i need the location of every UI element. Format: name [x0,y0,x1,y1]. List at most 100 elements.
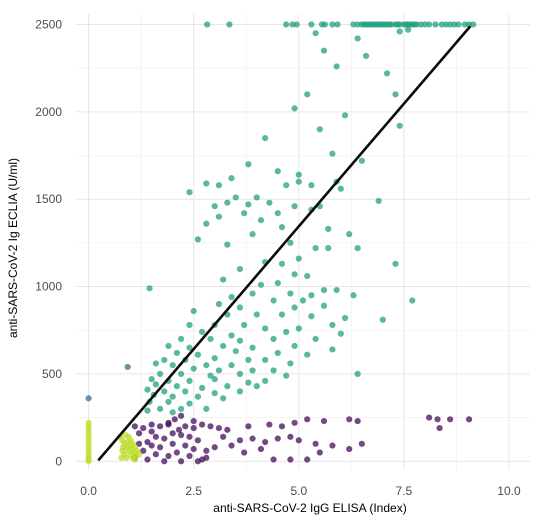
data-point [293,21,300,28]
data-point [169,430,176,437]
data-point [173,449,180,456]
data-point [182,388,189,395]
data-point [118,454,125,461]
data-point [186,433,193,440]
data-point [337,330,344,337]
data-point [295,255,302,262]
data-point [304,456,311,463]
data-point [308,313,315,320]
data-point [249,367,256,374]
data-point [236,370,244,378]
data-point [152,360,159,367]
data-point [220,395,227,402]
data-point [426,414,433,421]
data-point [334,21,341,28]
data-point [270,297,277,304]
data-point [207,372,214,379]
data-point [329,442,336,449]
data-point [341,112,349,119]
data-point [320,47,328,54]
data-point [329,321,336,329]
data-point [266,421,273,428]
data-point [325,225,332,232]
data-point [156,405,164,412]
data-point [186,321,193,329]
data-point [226,21,233,28]
data-point [333,63,340,70]
data-point [156,370,164,378]
data-point [341,314,349,322]
y-tick-label: 1000 [35,280,62,294]
data-point [274,349,281,357]
data-point [177,458,185,465]
data-point [123,454,130,461]
data-point [354,245,361,252]
data-point [329,21,336,28]
data-point [262,325,269,332]
data-point [144,456,151,463]
data-point [135,440,143,447]
data-point [165,398,172,405]
data-point [426,21,433,28]
data-point [232,194,239,201]
data-point [186,189,193,196]
data-point [165,452,172,460]
data-point [124,363,131,371]
data-point [245,161,252,168]
data-point [291,271,298,278]
data-point [132,452,139,460]
data-point [396,122,403,129]
data-point [278,311,286,318]
data-point [182,423,189,430]
data-point [85,395,92,402]
data-point [186,452,193,460]
grid-major [76,14,530,470]
data-point [455,21,462,28]
data-point [274,279,281,287]
data-point [119,444,127,451]
data-point [308,182,315,189]
data-point [204,21,211,28]
data-point [287,290,294,297]
data-point [173,349,180,357]
data-point [165,342,172,350]
data-point [245,423,252,430]
data-point [156,444,164,451]
data-point [173,383,180,390]
y-tick-label: 1500 [35,192,62,206]
data-point [253,311,260,318]
data-point [278,260,286,267]
data-point [224,426,231,433]
data-point [266,199,273,206]
data-point [144,386,151,393]
data-point [199,421,206,428]
data-point [232,348,239,355]
data-point [161,458,168,465]
data-point [308,21,315,28]
data-point [177,405,185,412]
data-point [299,297,307,304]
data-point [333,286,340,294]
data-point [241,321,248,329]
data-point [308,292,315,299]
x-axis-title: anti-SARS-CoV-2 IgG ELISA (Index) [213,501,406,515]
y-axis-ticks: 0 500 1000 1500 2000 2500 [35,17,62,468]
data-point [152,433,159,440]
data-point [312,30,319,37]
data-point [320,286,328,294]
data-point [169,440,176,447]
data-point [470,21,477,28]
data-point [287,456,294,463]
data-point [249,435,256,442]
data-point [144,438,151,446]
data-point [236,304,244,311]
data-point [148,421,155,428]
data-point [152,381,159,388]
data-point [203,447,210,454]
data-point [182,442,189,449]
data-point [396,28,403,35]
data-point [161,435,168,442]
data-point [434,416,441,423]
regression-line [97,25,472,462]
data-point [245,201,252,208]
